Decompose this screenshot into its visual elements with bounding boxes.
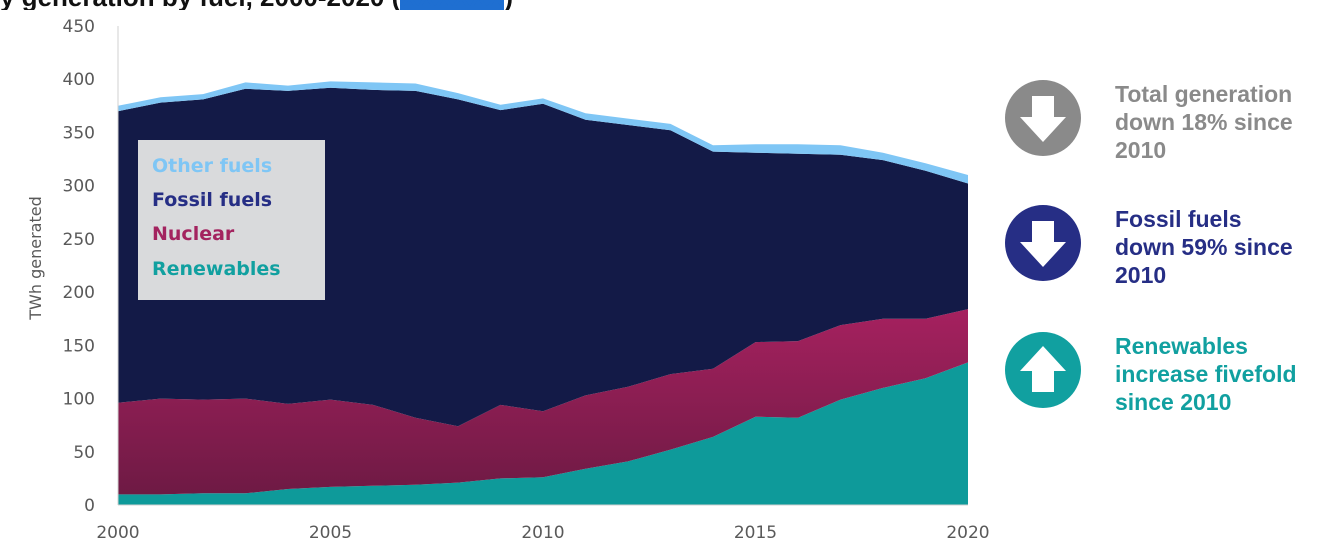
x-tick-label: 2000 <box>96 523 139 543</box>
title-highlight: XXXXXX <box>400 0 505 10</box>
y-tick-label: 250 <box>63 230 95 250</box>
down-arrow-icon <box>1005 205 1081 281</box>
callout-fossil-circle <box>1005 205 1081 281</box>
y-tick-label: 200 <box>63 283 95 303</box>
callout-total-text: Total generation down 18% since 2010 <box>1115 81 1293 163</box>
area-series-group <box>118 81 968 505</box>
y-tick-label: 350 <box>63 123 95 143</box>
x-tick-label: 2010 <box>521 523 564 543</box>
area-fossil-fuels <box>118 87 968 427</box>
callout-total-generation: Total generation down 18% since 2010 <box>1005 80 1341 170</box>
legend-item-nuclear: Nuclear <box>152 223 235 245</box>
x-tick-label: 2020 <box>946 523 989 543</box>
area-other-fuels <box>118 81 968 184</box>
y-axis-label: TWh generated <box>26 196 45 320</box>
x-tick-labels: 2000 2005 2010 2015 2020 <box>96 523 989 543</box>
x-tick-label: 2015 <box>734 523 777 543</box>
callout-renewables-circle <box>1005 332 1081 408</box>
legend-box <box>138 140 325 300</box>
y-tick-label: 0 <box>84 496 95 516</box>
y-tick-labels: 0 50 100 150 200 250 300 350 400 450 <box>63 17 95 516</box>
legend-item-renewables: Renewables <box>152 258 281 280</box>
callout-renewables: Renewables increase fivefold since 2010 <box>1005 332 1341 422</box>
callout-renewables-text: Renewables increase fivefold since 2010 <box>1115 333 1297 415</box>
area-renewables <box>118 362 968 505</box>
down-arrow-icon <box>1005 80 1081 156</box>
y-tick-label: 100 <box>63 390 95 410</box>
y-tick-label: 150 <box>63 336 95 356</box>
area-nuclear <box>118 309 968 495</box>
legend: Other fuels Fossil fuels Nuclear Renewab… <box>138 140 325 300</box>
x-tick-label: 2005 <box>309 523 352 543</box>
y-tick-label: 300 <box>63 177 95 197</box>
y-tick-label: 50 <box>73 443 95 463</box>
generation-area-chart: 0 50 100 150 200 250 300 350 400 450 2000 2005 2010… <box>26 17 990 543</box>
chart-title: y generation by fuel, 2000-2020 (XXXXXX) <box>0 0 1000 10</box>
callout-fossil-text: Fossil fuels down 59% since 2010 <box>1115 206 1293 288</box>
y-tick-label: 400 <box>63 70 95 90</box>
callout-total-circle <box>1005 80 1081 156</box>
chart-title-text: y generation by fuel, 2000-2020 ( <box>0 0 400 10</box>
legend-item-fossil-fuels: Fossil fuels <box>152 189 272 211</box>
y-tick-label: 450 <box>63 17 95 37</box>
chart-title-suffix: ) <box>504 0 513 10</box>
up-arrow-icon <box>1005 332 1081 408</box>
legend-item-other-fuels: Other fuels <box>152 155 272 177</box>
callout-fossil-fuels: Fossil fuels down 59% since 2010 <box>1005 205 1341 295</box>
